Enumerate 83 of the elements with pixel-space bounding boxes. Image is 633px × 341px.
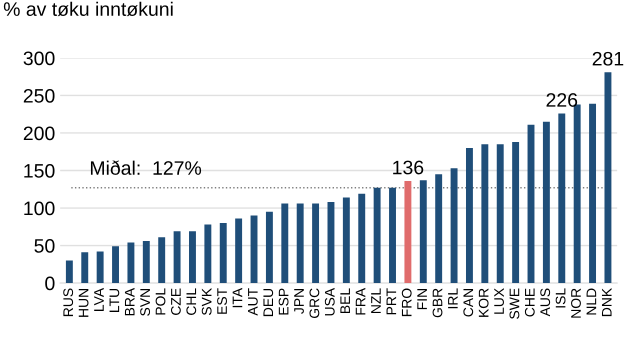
data-label: 136	[393, 160, 424, 174]
data-label: 281	[592, 52, 624, 66]
x-tick-label: NLD	[586, 288, 596, 315]
bar	[496, 144, 504, 284]
bar	[604, 72, 612, 284]
x-tick-label: EST	[217, 288, 227, 314]
bar	[281, 204, 288, 284]
x-tick-label: USA	[324, 288, 335, 316]
bar	[374, 188, 381, 284]
bar	[512, 142, 520, 284]
bar	[328, 202, 334, 284]
y-axis-title: % av tøku inntøkuni	[4, 2, 173, 16]
x-tick-label: CZE	[170, 288, 181, 315]
bar	[220, 223, 227, 284]
bar	[450, 168, 458, 284]
bar	[96, 252, 104, 284]
bar	[235, 218, 242, 284]
bar	[189, 231, 196, 284]
bar	[174, 231, 181, 284]
x-tick-label: RUS	[63, 288, 74, 316]
bar	[66, 260, 73, 284]
x-tick-label: IRL	[448, 288, 458, 308]
bar	[481, 144, 488, 284]
ref-line-label: Miðal: 127%	[90, 160, 202, 175]
y-tick-label: 200	[24, 126, 55, 140]
bar	[358, 194, 366, 284]
x-tick-label: AUS	[540, 288, 550, 316]
bar	[127, 242, 134, 284]
x-tick-label: POL	[156, 288, 166, 315]
bar	[142, 241, 150, 284]
x-tick-label: GBR	[432, 288, 442, 318]
y-tick-label: 250	[24, 88, 55, 103]
x-tick-label: CAN	[463, 289, 474, 317]
x-tick-label: ITA	[232, 288, 242, 308]
bar	[389, 188, 396, 284]
bar	[542, 122, 550, 284]
bar	[435, 174, 442, 284]
bar	[342, 198, 350, 284]
bar	[558, 113, 566, 284]
x-tick-label: SVN	[140, 289, 150, 316]
bar	[420, 180, 427, 284]
bar	[466, 148, 473, 284]
x-tick-label: AUT	[248, 288, 258, 316]
bar	[312, 204, 320, 284]
x-tick-label: SVK	[202, 288, 212, 316]
x-tick-label: FRO	[402, 288, 412, 316]
y-tick-label: 100	[24, 201, 55, 216]
bar	[112, 246, 119, 284]
y-tick-label: 150	[24, 164, 55, 178]
bar	[204, 224, 212, 284]
bar	[528, 124, 534, 284]
x-tick-label: LTU	[110, 288, 120, 312]
bar	[250, 216, 258, 284]
x-tick-label: HUN	[78, 289, 88, 317]
bar	[589, 104, 596, 284]
x-tick-label: JPN	[294, 289, 304, 314]
x-tick-label: PRT	[386, 288, 396, 314]
bar	[158, 237, 166, 284]
x-tick-label: ESP	[278, 288, 289, 315]
x-tick-label: DEU	[263, 288, 274, 316]
x-tick-label: CHL	[186, 288, 196, 315]
x-tick-label: GRC	[309, 288, 320, 318]
bar	[404, 181, 412, 284]
x-tick-label: BEL	[340, 288, 350, 314]
x-tick-label: ISL	[556, 288, 566, 308]
x-tick-label: NZL	[371, 288, 381, 313]
y-tick-label: 0	[45, 276, 55, 290]
x-tick-label: LUX	[494, 288, 504, 314]
x-tick-label: BRA	[124, 288, 135, 316]
x-tick-label: SWE	[510, 288, 520, 319]
x-tick-label: KOR	[478, 288, 489, 317]
bar	[81, 252, 88, 284]
x-tick-label: FIN	[417, 289, 427, 310]
x-tick-label: FRA	[356, 288, 366, 315]
x-tick-label: NOR	[571, 288, 581, 318]
data-label: 226	[546, 93, 578, 107]
y-tick-label: 300	[24, 51, 55, 66]
x-tick-label: CHE	[524, 288, 535, 317]
x-tick-label: LVA	[94, 288, 104, 311]
bar	[296, 204, 304, 284]
bar	[266, 212, 273, 284]
y-tick-label: 50	[34, 238, 55, 253]
x-tick-label: DNK	[602, 288, 612, 316]
